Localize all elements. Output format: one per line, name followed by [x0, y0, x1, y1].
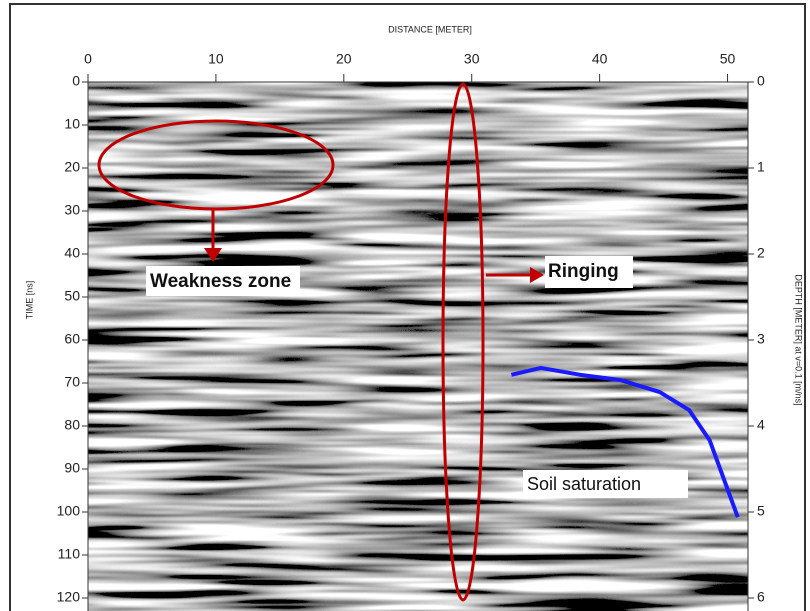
- y-tick-label: 30: [64, 202, 80, 218]
- x-axis-title: DISTANCE [METER]: [388, 24, 472, 34]
- y-tick-label: 40: [64, 245, 80, 261]
- y-tick-label: 50: [64, 288, 80, 304]
- annotation: Soil saturation: [527, 474, 641, 494]
- y-tick-label: 70: [64, 374, 80, 390]
- frame: [9, 3, 806, 611]
- annotation: Weakness zone: [150, 271, 291, 292]
- ringing-ellipse: [441, 82, 485, 602]
- y2-tick-label: 4: [757, 417, 765, 433]
- label-box: [523, 470, 688, 498]
- x-tick-label: 20: [336, 51, 352, 67]
- y2-tick-label: 1: [757, 159, 765, 175]
- y2-tick-label: 3: [757, 331, 765, 347]
- y2-tick-label: 5: [757, 503, 765, 519]
- x-tick-label: 50: [720, 51, 736, 67]
- radargram: [88, 82, 748, 611]
- y-tick-label: 100: [57, 503, 81, 519]
- annotation-shapes: [97, 82, 532, 602]
- weakness-ellipse: [97, 119, 335, 211]
- label-box: [146, 266, 300, 296]
- y-axis-title: TIME [ns]: [24, 281, 34, 320]
- x-tick-label: 30: [464, 51, 480, 67]
- y-tick-label: 90: [64, 460, 80, 476]
- y-tick-label: 0: [72, 73, 80, 89]
- x-tick-label: 10: [208, 51, 224, 67]
- y2-tick-label: 6: [757, 589, 765, 605]
- y2-axis-title: DEPTH [METER] at v=0.1 [m/ns]: [794, 274, 804, 405]
- y-tick-label: 110: [58, 546, 81, 562]
- arrow-head: [204, 248, 222, 262]
- x-tick-label: 40: [592, 51, 608, 67]
- boundary-line: [510, 365, 740, 518]
- annotation: Ringing: [548, 261, 619, 282]
- y-tick-label: 20: [64, 159, 80, 175]
- y-tick-label: 10: [64, 116, 80, 132]
- y2-tick-label: 2: [757, 245, 765, 261]
- y-tick-label: 120: [57, 589, 81, 605]
- y-tick-label: 80: [64, 417, 80, 433]
- y-tick-label: 60: [64, 331, 80, 347]
- y2-tick-label: 0: [757, 73, 765, 89]
- x-tick-label: 0: [84, 51, 92, 67]
- arrow-head: [530, 267, 544, 283]
- radargram-texture: [88, 82, 748, 611]
- label-box: [545, 256, 633, 288]
